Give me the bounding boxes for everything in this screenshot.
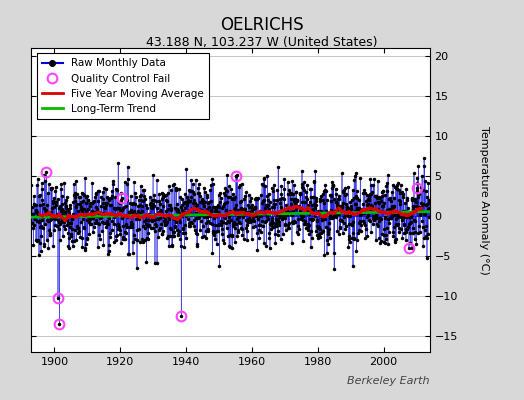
Legend: Raw Monthly Data, Quality Control Fail, Five Year Moving Average, Long-Term Tren: Raw Monthly Data, Quality Control Fail, …	[37, 53, 209, 119]
Text: 43.188 N, 103.237 W (United States): 43.188 N, 103.237 W (United States)	[146, 36, 378, 49]
Text: Berkeley Earth: Berkeley Earth	[347, 376, 430, 386]
Y-axis label: Temperature Anomaly (°C): Temperature Anomaly (°C)	[479, 126, 489, 274]
Text: OELRICHS: OELRICHS	[220, 16, 304, 34]
